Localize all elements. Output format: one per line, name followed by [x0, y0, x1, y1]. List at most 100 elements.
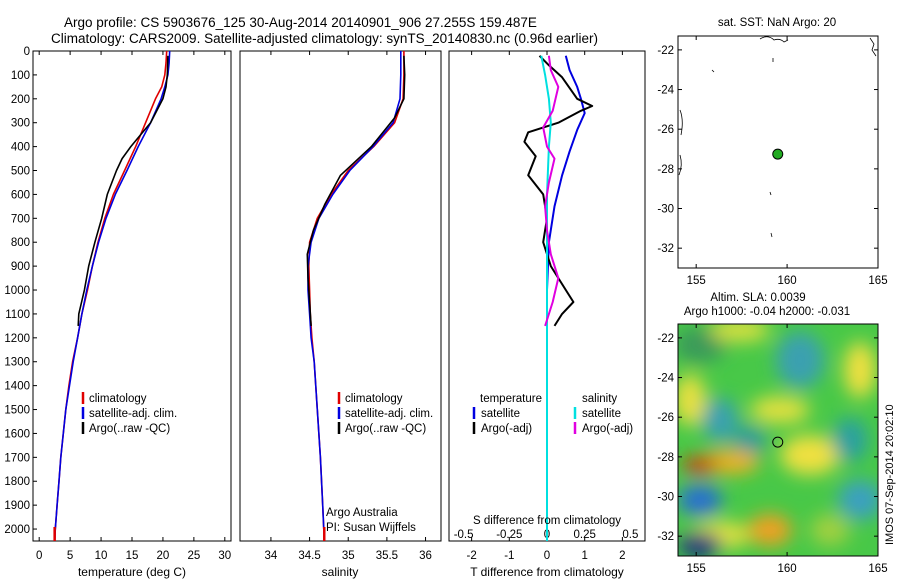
sla-map-plot: 155 160 165 -22 -24 -26 -28 -30 -32 [657, 324, 888, 575]
y-tick-label: 100 [11, 70, 30, 82]
y-tick-label: -28 [657, 164, 674, 176]
y-tick-label: 300 [11, 118, 30, 130]
x-tick-label: 1 [581, 550, 587, 562]
y-tick-label: 800 [11, 237, 30, 249]
salinity-legend-label: climatology [345, 393, 403, 405]
y-tick-label: -24 [657, 85, 674, 97]
difference-legend-header: salinity [582, 393, 617, 405]
sst-map-title: sat. SST: NaN Argo: 20 [718, 17, 836, 29]
y-tick-label: -30 [657, 204, 674, 216]
series-line [306, 55, 406, 326]
x-tick-label: 160 [777, 275, 796, 287]
y-tick-label: 2000 [4, 524, 30, 536]
x-tick-label: 160 [777, 563, 796, 575]
x-tick-label: -2 [466, 550, 476, 562]
x-tick-label: 0 [36, 550, 42, 562]
coastline [678, 36, 877, 238]
series-line [307, 51, 402, 542]
y-tick-label: 1500 [4, 405, 30, 417]
argo-location-marker [772, 148, 784, 160]
header-line-1: Argo profile: CS 5903676_125 30-Aug-2014… [64, 15, 537, 30]
y-tick-label: 1400 [4, 381, 30, 393]
sst-map-panel: sat. SST: NaN Argo: 20 155 160 165 -22 -24 -2… [657, 17, 887, 287]
side-stamp: IMOS 07-Sep-2014 20:02:10 [884, 404, 896, 545]
y-tick-label: 900 [11, 261, 30, 273]
y-tick-label: 0 [24, 46, 30, 58]
salinity-plot: 34 34.5 35 35.5 36 [265, 51, 432, 562]
header-line-2: Climatology: CARS2009. Satellite-adjuste… [51, 31, 598, 46]
y-tick-label: -24 [657, 373, 674, 385]
y-tick-label: 1600 [4, 428, 30, 440]
x-tick-label: 155 [687, 563, 706, 575]
temperature-legend: climatology satellite-adj. clim. Argo(..… [81, 392, 177, 435]
y-tick-label: -30 [657, 492, 674, 504]
salinity-legend-label: Argo(..raw -QC) [345, 423, 426, 435]
y-tick-label: 1000 [4, 285, 30, 297]
sst-map-plot: 155 160 165 -22 -24 -26 -28 -30 -32 [657, 36, 888, 287]
y-tick-label: -28 [657, 452, 674, 464]
temperature-xlabel: temperature (deg C) [78, 565, 186, 579]
sla-map-frame [677, 323, 879, 557]
difference-legend-label: satellite [481, 408, 520, 420]
x-tick-label-s: -0.5 [454, 529, 474, 541]
x-tick-label: 34 [265, 550, 278, 562]
salinity-legend-label: satellite-adj. clim. [345, 408, 433, 420]
x-tick-label: 2 [619, 550, 625, 562]
y-tick-label: 1700 [4, 452, 30, 464]
y-tick-label: 500 [11, 166, 30, 178]
salinity-plot-frame [239, 50, 442, 542]
y-tick-label: 1800 [4, 476, 30, 488]
difference-legend-label: Argo(-adj) [582, 423, 633, 435]
salinity-annotation: PI: Susan Wijffels [326, 522, 416, 534]
y-tick-label: -22 [657, 45, 674, 57]
x-tick-label: 20 [157, 550, 170, 562]
x-tick-label: 165 [868, 275, 887, 287]
x-tick-label-s: 0.5 [622, 529, 638, 541]
sla-map-panel: Altim. SLA: 0.0039 Argo h1000: -0.04 h20… [657, 292, 887, 575]
difference-xlabel-t: T difference from climatology [470, 565, 624, 579]
y-tick-label: 1200 [4, 333, 30, 345]
salinity-annotation: Argo Australia [326, 507, 398, 519]
x-tick-label: 30 [218, 550, 231, 562]
y-tick-label: 1100 [5, 309, 30, 321]
y-tick-label: 400 [11, 142, 30, 154]
x-tick-label: -1 [504, 550, 514, 562]
y-tick-label: -22 [657, 333, 674, 345]
sla-map-subtitle: Argo h1000: -0.04 h2000: -0.031 [684, 306, 850, 318]
x-tick-label: 25 [187, 550, 200, 562]
salinity-legend: climatology satellite-adj. clim. Argo(..… [337, 392, 433, 435]
temperature-plot: 0100200300400500600700800900100011001200… [4, 46, 231, 562]
temperature-legend-label: satellite-adj. clim. [89, 408, 177, 420]
x-tick-label: 36 [419, 550, 432, 562]
difference-legend: temperature salinity satellite Argo(-adj… [472, 393, 633, 435]
y-tick-label: 1900 [4, 500, 30, 512]
temperature-panel: 0100200300400500600700800900100011001200… [4, 46, 232, 579]
x-tick-label: 15 [126, 550, 139, 562]
y-tick-label: -26 [657, 124, 674, 136]
y-tick-label: 700 [11, 213, 30, 225]
y-tick-label: -26 [657, 412, 674, 424]
y-tick-label: 200 [11, 94, 30, 106]
x-tick-label: 10 [95, 550, 108, 562]
temperature-plot-frame [32, 50, 232, 542]
y-tick-label: -32 [657, 531, 674, 543]
sla-map-title: Altim. SLA: 0.0039 [710, 292, 805, 304]
x-tick-label: 165 [868, 563, 887, 575]
x-tick-label: 155 [687, 275, 706, 287]
x-tick-label: 5 [67, 550, 73, 562]
series-line [546, 55, 586, 541]
difference-legend-label: satellite [582, 408, 621, 420]
x-tick-label-s: -0.25 [496, 529, 522, 541]
x-tick-label-s: 0.25 [573, 529, 595, 541]
series-line [53, 50, 171, 542]
y-tick-label: 1300 [4, 357, 30, 369]
x-tick-label: 35 [342, 550, 355, 562]
x-tick-label: 0 [544, 550, 550, 562]
argo-location-marker [772, 436, 784, 448]
salinity-panel: 34 34.5 35 35.5 36 salinity climatology sate… [239, 50, 442, 579]
series-line [523, 55, 594, 327]
difference-xlabel-s: S difference from climatology [473, 515, 621, 527]
